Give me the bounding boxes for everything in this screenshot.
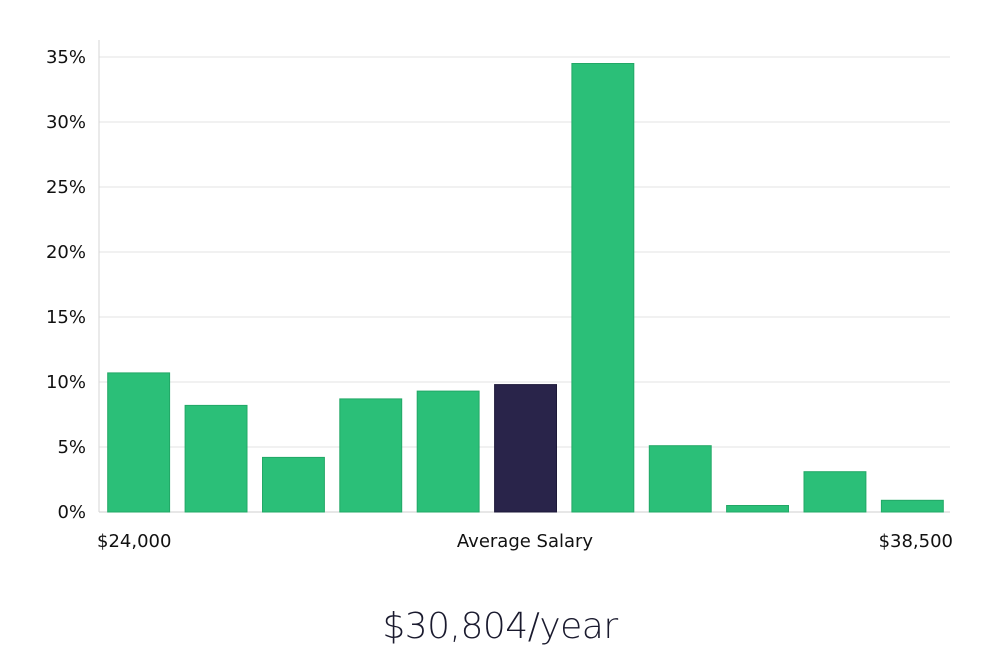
bar-8: [726, 505, 789, 513]
x-label-max: $38,500: [879, 531, 953, 552]
bar-0: [107, 372, 171, 513]
y-tick-label: 25%: [46, 177, 86, 198]
bar-1: [184, 404, 248, 513]
y-tick-label: 20%: [46, 242, 86, 263]
y-tick-label: 10%: [46, 372, 86, 393]
x-label-center: Average Salary: [457, 531, 594, 552]
y-tick-label: 15%: [46, 307, 86, 328]
bar-9: [803, 471, 867, 513]
bar-7: [648, 445, 712, 513]
y-tick-label: 0%: [57, 502, 86, 523]
bar-10: [880, 499, 944, 513]
average-salary-value: $30,804/year: [382, 606, 618, 647]
y-tick-labels: 0% 5% 10% 15% 20% 25% 30% 35%: [46, 47, 86, 523]
x-label-min: $24,000: [97, 531, 171, 552]
y-tick-label: 5%: [57, 437, 86, 458]
bar-2: [262, 456, 325, 513]
salary-distribution-chart: 0% 5% 10% 15% 20% 25% 30% 35% $24,000 Average S…: [46, 40, 953, 552]
bar-4: [416, 390, 480, 513]
bar-6: [571, 63, 635, 513]
bar-average-salary: [494, 384, 558, 513]
bars: [107, 63, 944, 513]
y-tick-label: 30%: [46, 112, 86, 133]
bar-3: [339, 398, 403, 513]
y-tick-label: 35%: [46, 47, 86, 68]
